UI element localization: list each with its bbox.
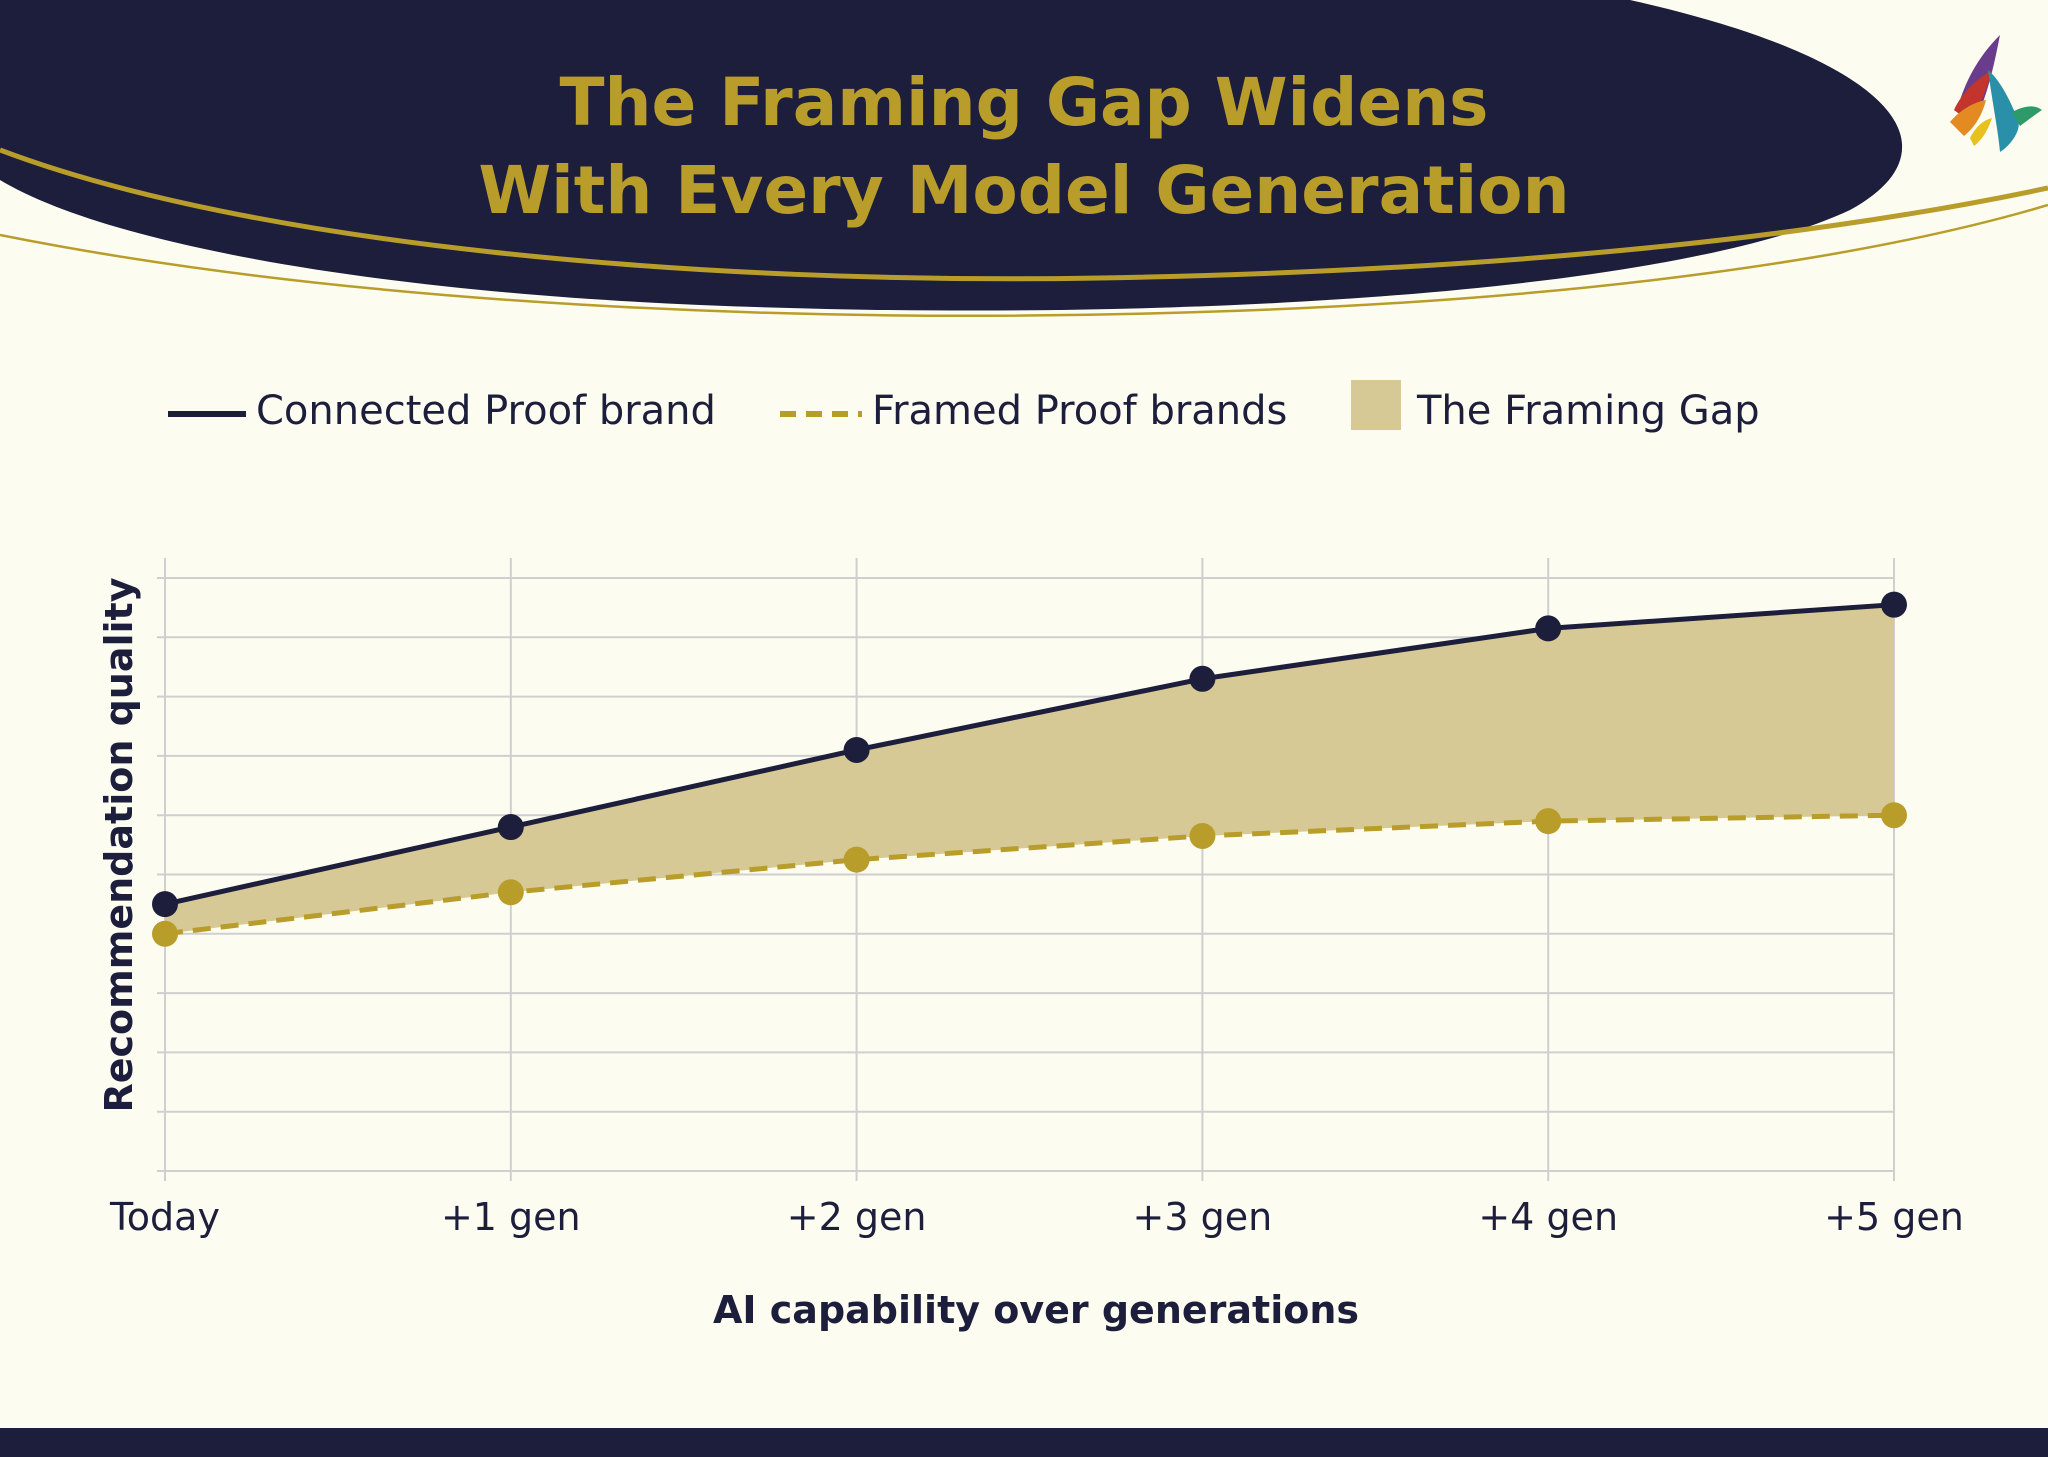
x-tick-label: +2 gen (787, 1195, 927, 1239)
chart: Today +1 gen +2 gen +3 gen +4 gen +5 gen AI c… (97, 558, 1964, 1332)
legend-label-gap: The Framing Gap (1416, 388, 1760, 434)
legend-label-framed: Framed Proof brands (872, 388, 1287, 434)
point-connected (843, 736, 870, 763)
point-framed (152, 920, 178, 947)
legend-item-gap: The Framing Gap (1351, 380, 1760, 434)
chart-points (152, 591, 1907, 947)
point-connected (1189, 665, 1216, 692)
header-ellipse (0, 0, 1903, 311)
header-swoosh-upper (0, 147, 2048, 282)
x-tick-labels: Today +1 gen +2 gen +3 gen +4 gen +5 gen (109, 1195, 1964, 1239)
point-framed (1189, 822, 1216, 849)
x-tick-label: Today (109, 1195, 220, 1239)
point-connected (497, 814, 524, 841)
point-connected (1881, 591, 1907, 618)
x-tick-label: +5 gen (1824, 1195, 1964, 1239)
title-line-1: The Framing Gap Widens (560, 64, 1489, 141)
point-framed (1881, 802, 1907, 829)
point-framed (1535, 808, 1562, 835)
point-connected (1535, 615, 1562, 642)
header-banner: The Framing Gap Widens With Every Model … (0, 0, 2048, 317)
legend-label-connected: Connected Proof brand (256, 388, 716, 434)
x-tick-label: +1 gen (441, 1195, 581, 1239)
point-framed (843, 846, 870, 873)
series-line-framed (164, 812, 1895, 937)
footer-band (0, 1428, 2048, 1457)
legend-item-connected: Connected Proof brand (168, 388, 716, 434)
x-tick-label: +3 gen (1133, 1195, 1273, 1239)
header-swoosh-lower (0, 203, 2048, 317)
bird-logo-icon (1950, 35, 2042, 152)
title-line-2: With Every Model Generation (478, 152, 1569, 229)
legend-filled-area-icon (1351, 380, 1401, 430)
x-tick-label: +4 gen (1478, 1195, 1618, 1239)
series-line-connected (164, 602, 1895, 907)
legend: Connected Proof brand Framed Proof brand… (168, 380, 1760, 434)
point-connected (152, 891, 178, 918)
y-axis-title: Recommendation quality (97, 577, 141, 1112)
legend-item-framed: Framed Proof brands (780, 388, 1287, 434)
framing-gap-area (165, 604, 1894, 934)
point-framed (497, 879, 524, 906)
x-axis-title: AI capability over generations (713, 1288, 1359, 1332)
